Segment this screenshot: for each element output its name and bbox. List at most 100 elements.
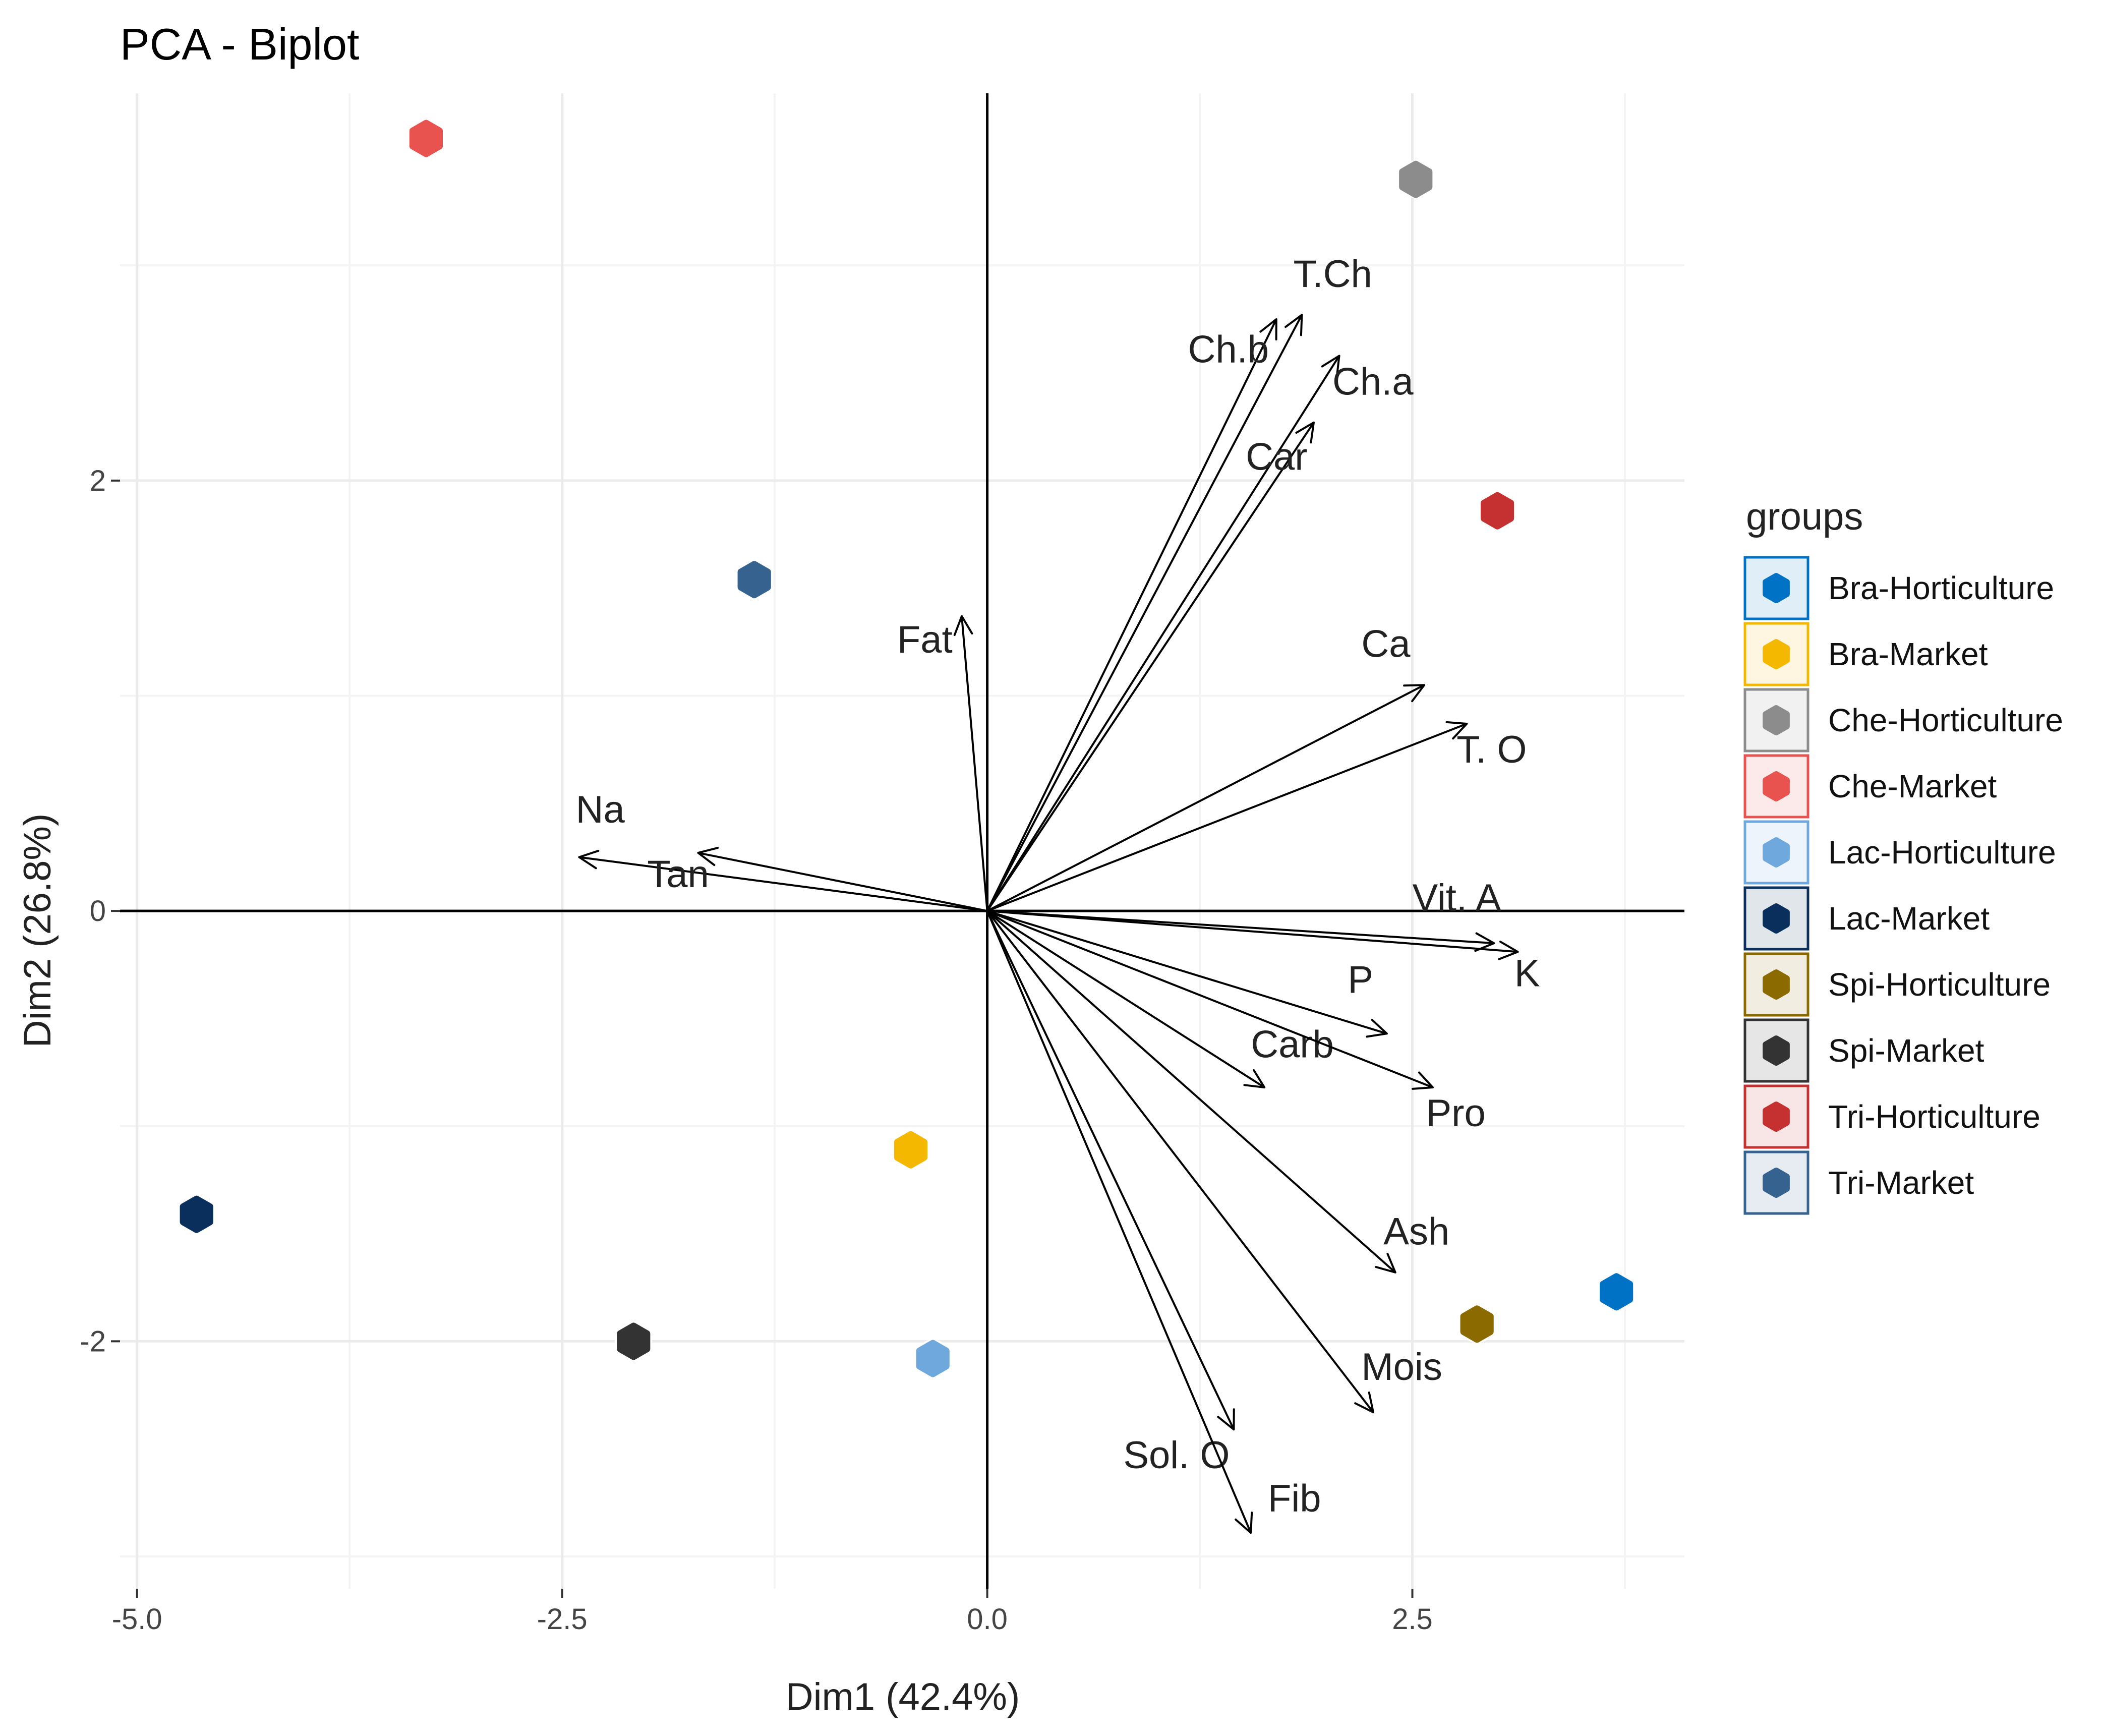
variable-label: Ch.a bbox=[1332, 360, 1414, 403]
x-tick-label: 2.5 bbox=[1392, 1603, 1433, 1636]
arrow-head bbox=[1321, 355, 1340, 377]
legend-item: Tri-Market bbox=[1743, 1150, 1974, 1215]
arrow-head bbox=[1375, 1252, 1396, 1274]
variable-label: Fib bbox=[1268, 1477, 1321, 1520]
data-point bbox=[1399, 160, 1433, 198]
arrow-shaft bbox=[986, 723, 1468, 912]
arrow-shaft bbox=[986, 355, 1340, 912]
data-point bbox=[737, 561, 771, 599]
arrow-shaft bbox=[697, 852, 987, 912]
legend-marker bbox=[1763, 837, 1790, 867]
legend-key bbox=[1743, 886, 1809, 951]
variable-arrow bbox=[578, 849, 987, 912]
arrow-head bbox=[1366, 1019, 1388, 1038]
plot-panel: T.Ch Ch.b Ch.a Car Fat Ca T. O Na Tan Vit. A K P Car… bbox=[120, 93, 1684, 1589]
arrow-shaft bbox=[987, 910, 1387, 1035]
variable-arrow bbox=[986, 684, 1426, 912]
arrow-shaft bbox=[986, 319, 1277, 912]
x-tick-label: 0.0 bbox=[967, 1603, 1008, 1636]
arrow-shaft bbox=[986, 422, 1315, 912]
arrow-head bbox=[1235, 1512, 1253, 1534]
y-tick-label: 0 bbox=[90, 895, 106, 928]
variable-label: Sol. O bbox=[1123, 1434, 1230, 1477]
legend-label: Spi-Market bbox=[1828, 1032, 1984, 1069]
x-axis: -5.0 -2.5 0.0 2.5 bbox=[112, 1589, 1433, 1636]
legend-label: Tri-Horticulture bbox=[1828, 1098, 2040, 1135]
data-point bbox=[180, 1195, 213, 1233]
arrow-head bbox=[1259, 318, 1277, 340]
chart-title: PCA - Biplot bbox=[120, 19, 359, 69]
variable-arrow bbox=[986, 910, 1235, 1431]
legend-marker bbox=[1763, 903, 1790, 934]
variable-arrow bbox=[986, 910, 1253, 1534]
legend-item: Che-Market bbox=[1743, 754, 1997, 819]
legend-marker bbox=[1763, 573, 1790, 603]
arrow-head bbox=[1284, 314, 1303, 336]
y-axis: -2 0 2 bbox=[80, 465, 120, 1358]
variable-label: Carb bbox=[1251, 1023, 1334, 1066]
arrow-head bbox=[1445, 721, 1468, 740]
arrow-shaft bbox=[986, 910, 1265, 1088]
data-point bbox=[617, 1322, 651, 1360]
arrow-head bbox=[578, 849, 600, 870]
legend-item: Bra-Horticulture bbox=[1743, 556, 2054, 620]
variable-arrow bbox=[986, 721, 1468, 912]
data-point bbox=[916, 1340, 950, 1377]
arrow-shaft bbox=[986, 910, 1396, 1274]
data-point bbox=[1600, 1273, 1633, 1311]
arrow-head bbox=[1295, 421, 1315, 444]
x-axis-title: Dim1 (42.4%) bbox=[786, 1675, 1020, 1718]
arrow-shaft bbox=[987, 910, 1494, 945]
variable-arrow bbox=[697, 847, 987, 912]
variable-arrow bbox=[986, 910, 1266, 1088]
arrow-head bbox=[1403, 684, 1426, 703]
arrow-head bbox=[1354, 1392, 1374, 1414]
arrow-head bbox=[1412, 1071, 1434, 1090]
legend-marker bbox=[1763, 1035, 1790, 1066]
variable-label: Fat bbox=[897, 618, 953, 661]
legend-label: Che-Horticulture bbox=[1828, 702, 2063, 738]
variable-label: P bbox=[1348, 958, 1373, 1001]
legend-item: Che-Horticulture bbox=[1743, 688, 2063, 753]
legend-label: Bra-Horticulture bbox=[1828, 570, 2054, 606]
variable-label: Car bbox=[1246, 436, 1307, 479]
legend-label: Che-Market bbox=[1828, 768, 1997, 804]
legend-item: Lac-Horticulture bbox=[1743, 820, 2056, 885]
variable-label: Vit. A bbox=[1413, 877, 1501, 919]
variable-arrow bbox=[986, 314, 1303, 912]
variable-arrow bbox=[986, 318, 1277, 912]
arrow-shaft bbox=[986, 910, 1252, 1533]
variable-arrow bbox=[986, 355, 1340, 912]
legend-label: Spi-Horticulture bbox=[1828, 966, 2051, 1003]
data-point bbox=[1460, 1305, 1494, 1343]
variable-label: T. O bbox=[1456, 728, 1527, 771]
arrow-shaft bbox=[986, 314, 1303, 912]
legend-label: Bra-Market bbox=[1828, 636, 1988, 672]
y-tick-label: -2 bbox=[80, 1325, 106, 1358]
arrow-shaft bbox=[986, 684, 1425, 912]
variable-arrow bbox=[986, 910, 1396, 1274]
arrow-head bbox=[953, 615, 973, 636]
legend-label: Lac-Horticulture bbox=[1828, 834, 2056, 871]
variable-arrow bbox=[987, 910, 1519, 960]
variable-label: Ash bbox=[1383, 1210, 1449, 1253]
legend-label: Lac-Market bbox=[1828, 900, 1990, 937]
variable-label: Ch.b bbox=[1188, 328, 1269, 371]
variable-arrow bbox=[987, 910, 1388, 1038]
variable-label: T.Ch bbox=[1294, 253, 1372, 296]
legend-marker bbox=[1763, 705, 1790, 735]
variable-label: Na bbox=[576, 788, 625, 831]
y-tick-label: 2 bbox=[90, 465, 106, 497]
variable-label: Tan bbox=[647, 853, 709, 896]
x-tick-label: -5.0 bbox=[112, 1603, 162, 1636]
arrow-head bbox=[697, 847, 719, 866]
variable-label: Pro bbox=[1426, 1092, 1485, 1135]
variable-arrow bbox=[986, 421, 1315, 912]
variable-arrow bbox=[953, 615, 988, 911]
variable-label: Ca bbox=[1361, 623, 1411, 666]
arrow-head bbox=[1217, 1408, 1235, 1431]
legend-title: groups bbox=[1746, 495, 1863, 538]
legend-marker bbox=[1763, 771, 1790, 801]
variable-label: Mois bbox=[1361, 1346, 1442, 1388]
